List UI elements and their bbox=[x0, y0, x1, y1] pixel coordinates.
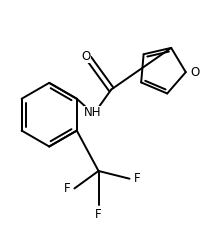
Text: O: O bbox=[81, 50, 91, 63]
Text: NH: NH bbox=[84, 106, 101, 119]
Text: O: O bbox=[190, 66, 200, 79]
Text: F: F bbox=[64, 182, 70, 195]
Text: F: F bbox=[133, 172, 140, 185]
Text: F: F bbox=[95, 208, 102, 221]
